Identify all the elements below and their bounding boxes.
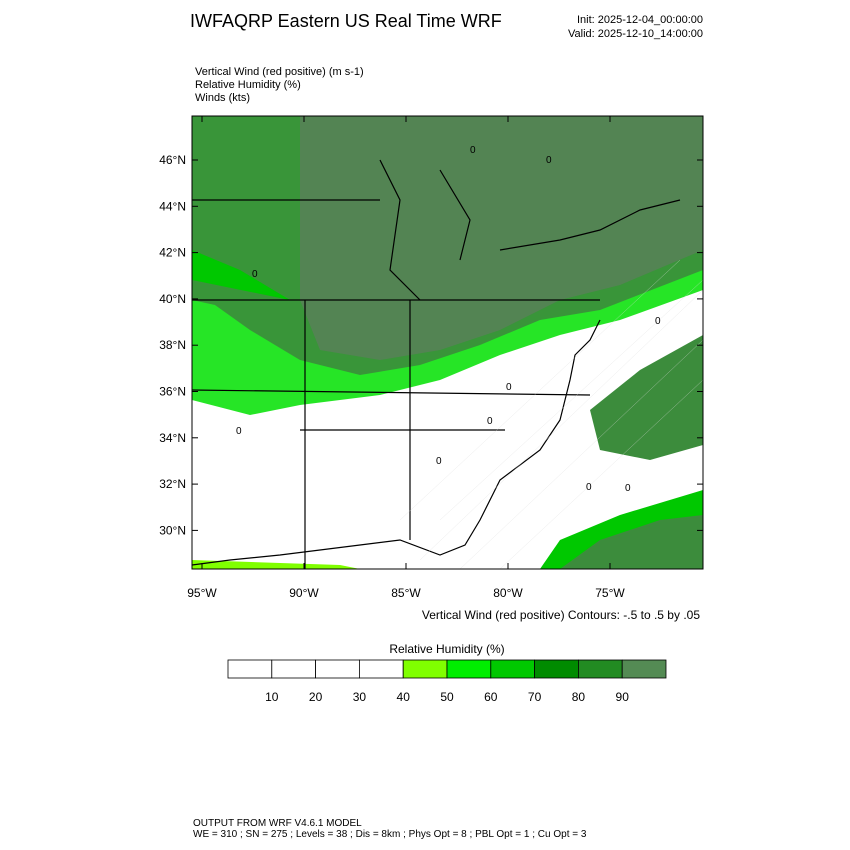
- colorbar-title: Relative Humidity (%): [389, 642, 504, 656]
- humidity-area: [560, 515, 703, 569]
- field-label: Vertical Wind (red positive) (m s-1): [195, 66, 364, 78]
- humidity-area: [192, 250, 290, 300]
- contour-label: 0: [436, 456, 442, 467]
- colorbar-label: 70: [528, 690, 542, 704]
- colorbar-box: [358, 659, 404, 679]
- lat-label: 32°N: [159, 477, 186, 491]
- colorbar-box: [315, 659, 360, 679]
- colorbar-label: 20: [309, 690, 323, 704]
- contour-label: 0: [655, 316, 661, 327]
- contour-label: 0: [546, 155, 552, 166]
- lat-label: 44°N: [159, 199, 186, 213]
- contour-label: 0: [470, 145, 476, 156]
- colorbar-label: 60: [484, 690, 498, 704]
- field-label: Winds (kts): [195, 92, 250, 104]
- colorbar-box: [227, 659, 273, 679]
- humidity-area: [192, 560, 360, 569]
- contour-label: 0: [252, 269, 258, 280]
- lat-label: 42°N: [159, 246, 186, 260]
- lat-label: 36°N: [159, 385, 186, 399]
- colorbar-box: [271, 659, 316, 679]
- colorbar-box: [402, 659, 448, 679]
- lat-label: 38°N: [159, 338, 186, 352]
- humidity-area: [300, 116, 703, 360]
- colorbar-box: [578, 659, 623, 679]
- contour-label: 0: [586, 482, 592, 493]
- contour-label: 0: [506, 382, 512, 393]
- colorbar-box: [446, 659, 492, 679]
- title: IWFAQRP Eastern US Real Time WRF: [190, 11, 502, 31]
- valid-time: Valid: 2025-12-10_14:00:00: [568, 28, 703, 40]
- map: 0 0 0 0 0 0 0 0 0 0: [191, 115, 704, 570]
- colorbar-label: 40: [397, 690, 411, 704]
- footer-line: OUTPUT FROM WRF V4.6.1 MODEL: [193, 818, 362, 829]
- humidity-area: [590, 335, 703, 460]
- contour-label: 0: [625, 483, 631, 494]
- colorbar-box: [621, 659, 667, 679]
- colorbar-label: 80: [572, 690, 586, 704]
- boundaries: [192, 159, 681, 569]
- map-frame: [191, 115, 704, 570]
- lat-label: 30°N: [159, 523, 186, 537]
- lon-label: 90°W: [289, 586, 319, 600]
- lat-label: 40°N: [159, 292, 186, 306]
- axes: 46°N 44°N 42°N 40°N 38°N 36°N 34°N 32°N 30°N 95°W…: [159, 116, 703, 600]
- colorbar-box: [490, 659, 535, 679]
- wind-barbs: [399, 259, 703, 569]
- contour-label: 0: [487, 416, 493, 427]
- lon-label: 85°W: [391, 586, 421, 600]
- contour-label: 0: [236, 426, 242, 437]
- lat-label: 46°N: [159, 153, 186, 167]
- init-time: Init: 2025-12-04_00:00:00: [577, 14, 703, 26]
- lon-label: 75°W: [595, 586, 625, 600]
- contour-note: Vertical Wind (red positive) Contours: -…: [422, 608, 700, 622]
- colorbar-label: 90: [616, 690, 630, 704]
- field-label: Relative Humidity (%): [195, 79, 301, 91]
- lat-label: 34°N: [159, 431, 186, 445]
- colorbar: 10 20 30 40 50 60 70 80 90: [227, 659, 667, 704]
- colorbar-label: 50: [440, 690, 454, 704]
- colorbar-label: 30: [353, 690, 367, 704]
- footer-line: WE = 310 ; SN = 275 ; Levels = 38 ; Dis …: [193, 829, 587, 840]
- contour-labels: 0 0 0 0 0 0 0 0 0 0: [236, 145, 661, 494]
- colorbar-label: 10: [265, 690, 279, 704]
- colorbar-box: [534, 659, 579, 679]
- lon-label: 80°W: [493, 586, 523, 600]
- lon-label: 95°W: [187, 586, 217, 600]
